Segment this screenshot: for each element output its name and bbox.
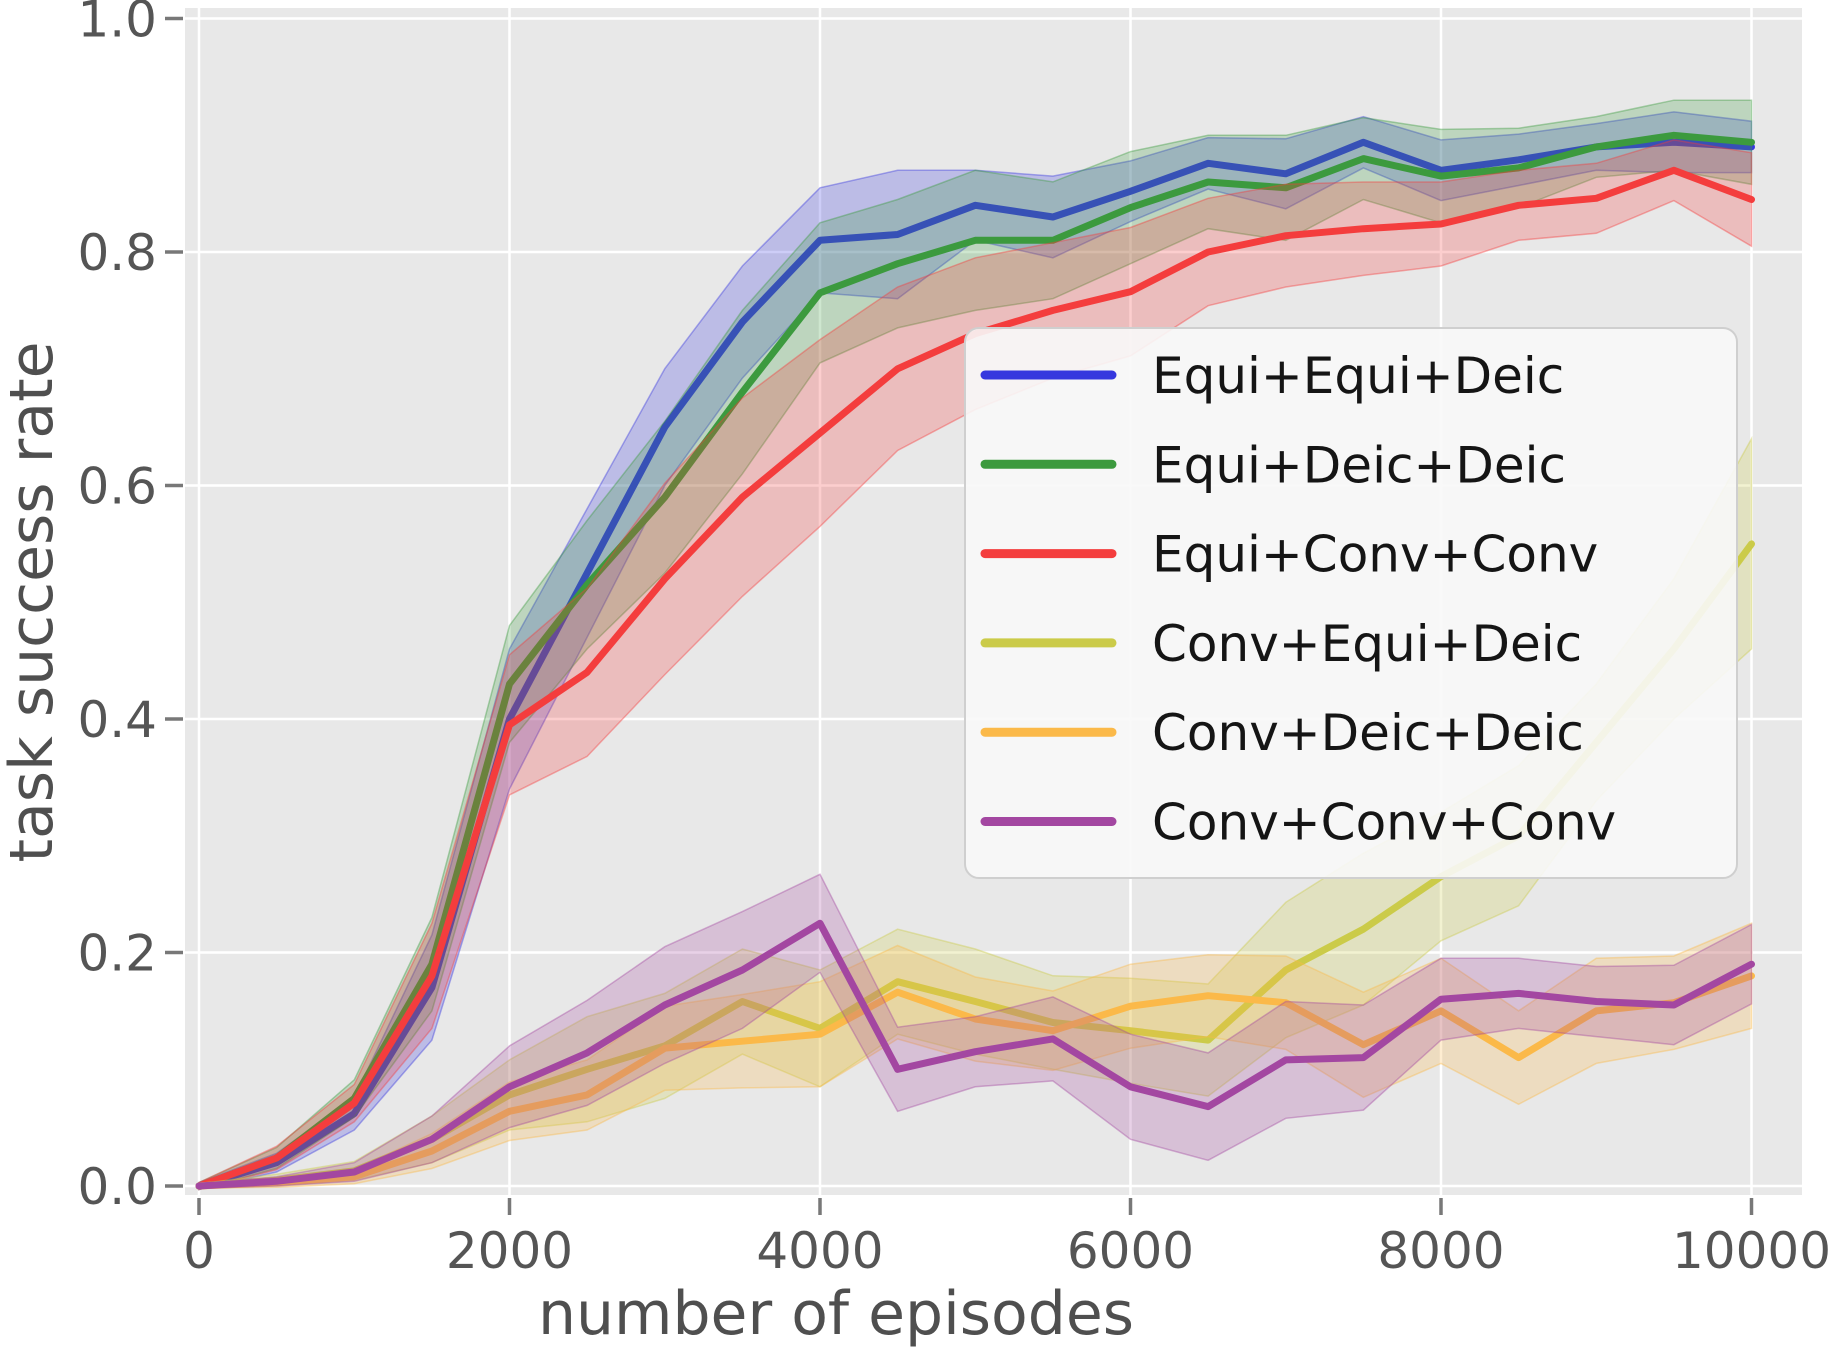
confidence-band-Conv+Deic+Deic — [198, 922, 1753, 1190]
x-tick-label: 10000 — [1672, 1222, 1829, 1280]
x-tick-label: 2000 — [446, 1222, 573, 1280]
confidence-band-Equi+Deic+Deic — [198, 99, 1753, 1191]
x-tick-label: 6000 — [1067, 1222, 1194, 1280]
confidence-band-Conv+Equi+Deic — [198, 435, 1753, 1190]
series-line-Conv+Deic+Deic — [195, 972, 1755, 1190]
legend: Equi+Equi+Deic Equi+Deic+Deic Equi+Conv+Co… — [964, 327, 1738, 879]
x-tick-labels: 0 2000 4000 6000 8000 10000 — [183, 1222, 1829, 1280]
series-line-Equi+Deic+Deic — [195, 131, 1755, 1190]
x-tick-label: 8000 — [1377, 1222, 1504, 1280]
confidence-band-Conv+Conv+Conv — [198, 873, 1753, 1190]
y-tick-label: 1.0 — [77, 0, 157, 49]
y-tick-labels: 0.0 0.2 0.4 0.6 0.8 1.0 — [77, 0, 157, 1216]
legend-label-Conv+Conv+Conv: Conv+Conv+Conv — [1152, 794, 1616, 852]
y-tick-label: 0.2 — [77, 925, 157, 983]
legend-label-Equi+Deic+Deic: Equi+Deic+Deic — [1152, 436, 1566, 494]
axis-ticks — [165, 16, 1754, 1215]
legend-label-Conv+Deic+Deic: Conv+Deic+Deic — [1152, 704, 1584, 762]
x-axis-label: number of episodes — [538, 1279, 1134, 1349]
x-tick-label: 4000 — [756, 1222, 883, 1280]
series-line-Conv+Conv+Conv — [195, 919, 1755, 1190]
y-tick-label: 0.4 — [77, 691, 157, 749]
y-tick-label: 0.0 — [77, 1158, 157, 1216]
x-tick-label: 0 — [183, 1222, 215, 1280]
confidence-band-Equi+Equi+Deic — [198, 111, 1753, 1191]
legend-label-Conv+Equi+Deic: Conv+Equi+Deic — [1152, 615, 1582, 673]
legend-label-Equi+Equi+Deic: Equi+Equi+Deic — [1152, 347, 1564, 405]
legend-box — [964, 327, 1738, 879]
y-tick-label: 0.8 — [77, 224, 157, 282]
y-tick-label: 0.6 — [77, 458, 157, 516]
legend-label-Equi+Conv+Conv: Equi+Conv+Conv — [1152, 526, 1598, 584]
y-axis-label: task success rate — [0, 341, 67, 862]
